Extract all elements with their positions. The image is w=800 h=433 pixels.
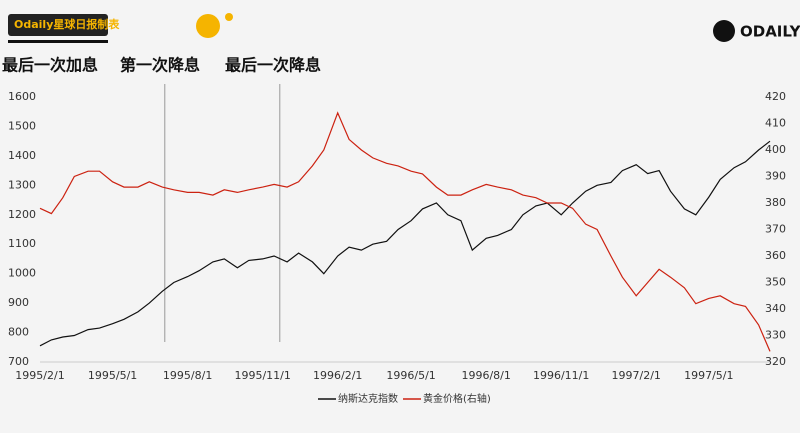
- annotation: 第一次降息: [120, 56, 200, 75]
- y-tick-label: 1500: [8, 119, 36, 132]
- x-tick-label: 1996/8/1: [461, 369, 510, 382]
- y2-tick-label: 320: [765, 355, 786, 368]
- y2-tick-label: 340: [765, 302, 786, 315]
- y-tick-label: 1300: [8, 178, 36, 191]
- x-tick-label: 1995/5/1: [88, 369, 137, 382]
- y-tick-label: 900: [8, 296, 29, 309]
- x-tick-label: 1995/11/1: [234, 369, 290, 382]
- x-tick-label: 1995/8/1: [163, 369, 212, 382]
- x-tick-label: 1997/2/1: [612, 369, 661, 382]
- x-tick-label: 1996/2/1: [313, 369, 362, 382]
- y-tick-label: 1400: [8, 149, 36, 162]
- legend-label: 黄金价格(右轴): [423, 392, 491, 405]
- logo-icon: [713, 20, 735, 42]
- logo: ODAILY: [740, 23, 800, 41]
- y2-tick-label: 390: [765, 170, 786, 183]
- y2-tick-label: 400: [765, 143, 786, 156]
- y2-tick-label: 380: [765, 196, 786, 209]
- y-tick-label: 800: [8, 326, 29, 339]
- y-tick-label: 1100: [8, 237, 36, 250]
- x-tick-label: 1996/5/1: [386, 369, 435, 382]
- decor-dot: [196, 14, 220, 38]
- y2-tick-label: 420: [765, 90, 786, 103]
- y-tick-label: 1600: [8, 90, 36, 103]
- underline: [8, 40, 108, 43]
- y2-tick-label: 370: [765, 223, 786, 236]
- y-tick-label: 1200: [8, 208, 36, 221]
- source: Odaily星球日报制表: [14, 17, 120, 31]
- annotation: 最后一次加息: [2, 56, 98, 75]
- x-tick-label: 1997/5/1: [684, 369, 733, 382]
- annotation: 最后一次降息: [225, 56, 321, 75]
- x-tick-label: 1995/2/1: [15, 369, 64, 382]
- y-tick-label: 1000: [8, 267, 36, 280]
- y-tick-label: 700: [8, 355, 29, 368]
- decor-dot: [225, 13, 233, 21]
- y2-tick-label: 330: [765, 329, 786, 342]
- source-badge: [8, 14, 108, 36]
- x-tick-label: 1996/11/1: [533, 369, 589, 382]
- legend-label: 纳斯达克指数: [338, 392, 398, 405]
- series-line: [39, 140, 771, 347]
- y2-tick-label: 360: [765, 249, 786, 262]
- y2-tick-label: 350: [765, 276, 786, 289]
- series-line: [39, 111, 771, 352]
- y2-tick-label: 410: [765, 117, 786, 130]
